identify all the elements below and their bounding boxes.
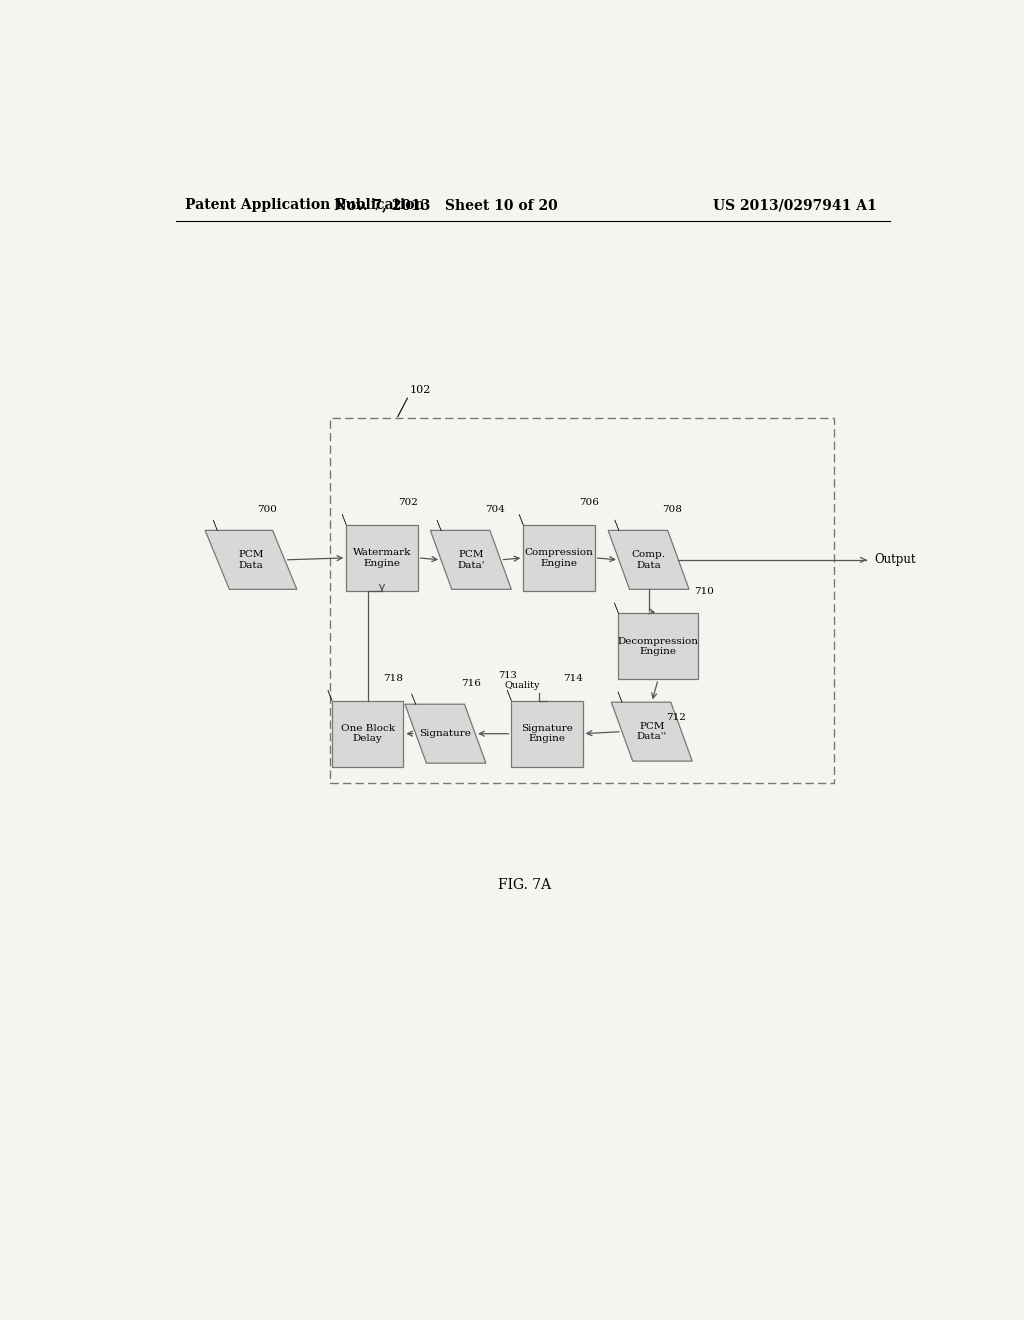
Text: Patent Application Publication: Patent Application Publication — [185, 198, 425, 213]
Text: Signature
Engine: Signature Engine — [521, 723, 573, 743]
Text: 710: 710 — [694, 587, 714, 595]
Text: One Block
Delay: One Block Delay — [341, 723, 394, 743]
Text: US 2013/0297941 A1: US 2013/0297941 A1 — [713, 198, 877, 213]
Polygon shape — [611, 702, 692, 762]
Text: Signature: Signature — [420, 729, 471, 738]
Text: 704: 704 — [484, 506, 505, 513]
Text: 718: 718 — [384, 675, 403, 684]
Text: 716: 716 — [461, 678, 481, 688]
Polygon shape — [404, 704, 486, 763]
Text: 706: 706 — [579, 499, 599, 507]
Text: 102: 102 — [410, 385, 431, 395]
Bar — [332, 701, 403, 767]
Text: 714: 714 — [563, 675, 583, 684]
Bar — [331, 417, 835, 784]
Text: 708: 708 — [663, 506, 682, 513]
Polygon shape — [205, 531, 297, 589]
Text: Decompression
Engine: Decompression Engine — [617, 636, 698, 656]
Text: Compression
Engine: Compression Engine — [524, 548, 593, 568]
Bar — [523, 525, 595, 591]
Text: Comp.
Data: Comp. Data — [632, 550, 666, 569]
Text: 712: 712 — [666, 713, 685, 722]
Text: PCM
Data'': PCM Data'' — [637, 722, 667, 742]
Text: Nov. 7, 2013   Sheet 10 of 20: Nov. 7, 2013 Sheet 10 of 20 — [334, 198, 557, 213]
Text: FIG. 7A: FIG. 7A — [499, 878, 551, 892]
Text: Watermark
Engine: Watermark Engine — [352, 548, 412, 568]
Text: Output: Output — [874, 553, 915, 566]
Text: 700: 700 — [257, 506, 276, 513]
Text: 702: 702 — [397, 499, 418, 507]
Text: 713: 713 — [498, 672, 516, 680]
Text: PCM
Data': PCM Data' — [457, 550, 484, 569]
Polygon shape — [430, 531, 511, 589]
Bar — [346, 525, 418, 591]
Bar — [618, 614, 697, 680]
Text: PCM
Data: PCM Data — [239, 550, 264, 569]
Polygon shape — [608, 531, 689, 589]
Bar — [511, 701, 583, 767]
Text: Quality: Quality — [504, 681, 540, 690]
